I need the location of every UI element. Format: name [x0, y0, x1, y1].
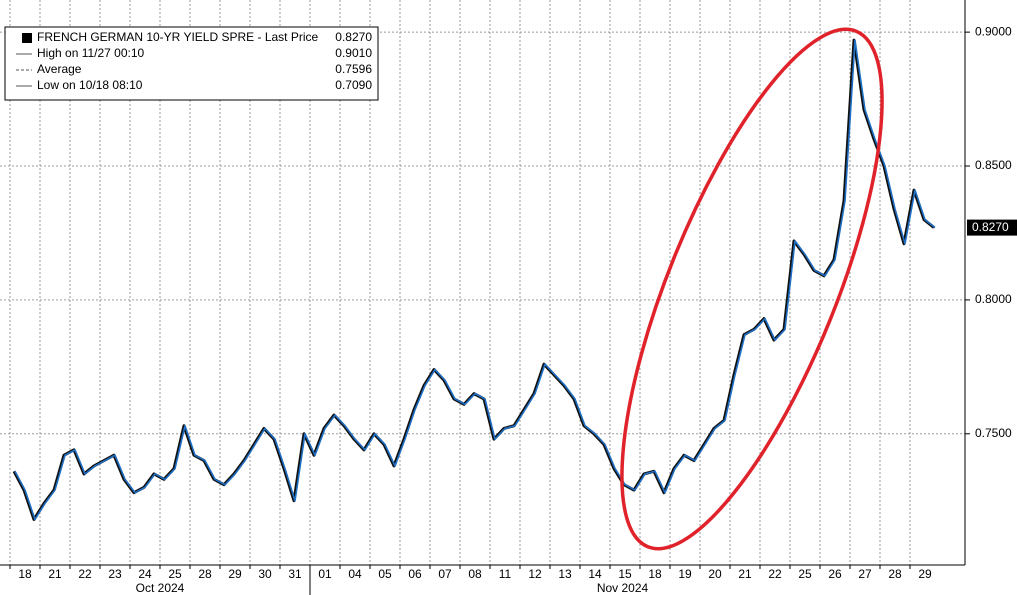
legend-label: Average — [37, 62, 82, 76]
legend-label: FRENCH GERMAN 10-YR YIELD SPRE - Last Pr… — [37, 30, 319, 44]
legend-value: 0.8270 — [335, 30, 372, 44]
legend-box — [4, 26, 379, 101]
last-price-tag — [967, 219, 1017, 236]
x-tick-label: 04 — [348, 567, 362, 581]
legend: FRENCH GERMAN 10-YR YIELD SPRE - Last Pr… — [4, 26, 379, 101]
x-tick-label: 29 — [918, 567, 932, 581]
x-tick-label: 05 — [378, 567, 392, 581]
x-tick-label: 28 — [888, 567, 902, 581]
legend-swatch — [22, 33, 32, 43]
x-tick-label: 23 — [108, 567, 122, 581]
legend-value: 0.9010 — [335, 46, 372, 60]
highlight-ellipse — [620, 27, 884, 551]
x-tick-label: 21 — [738, 567, 752, 581]
x-tick-label: 30 — [258, 567, 272, 581]
legend-value: 0.7596 — [335, 62, 372, 76]
last-price-label: 0.8270 — [972, 220, 1009, 234]
x-tick-label: 19 — [678, 567, 692, 581]
y-tick-label: 0.8500 — [975, 158, 1012, 172]
x-tick-label: 08 — [468, 567, 482, 581]
month-label: Oct 2024 — [136, 581, 185, 595]
x-tick-label: 18 — [648, 567, 662, 581]
x-tick-label: 22 — [768, 567, 782, 581]
x-tick-label: 27 — [858, 567, 872, 581]
legend-label: Low on 10/18 08:10 — [37, 78, 143, 92]
series-line — [14, 39, 936, 521]
x-tick-label: 20 — [708, 567, 722, 581]
y-tick-label: 0.7500 — [975, 426, 1012, 440]
x-tick-label: 24 — [138, 567, 152, 581]
x-tick-label: 18 — [18, 567, 32, 581]
x-tick-label: 26 — [828, 567, 842, 581]
legend-value: 0.7090 — [335, 78, 372, 92]
x-tick-label: 15 — [618, 567, 632, 581]
y-tick-label: 0.8000 — [975, 292, 1012, 306]
x-tick-label: 01 — [318, 567, 332, 581]
x-tick-label: 12 — [528, 567, 542, 581]
x-tick-label: 29 — [228, 567, 242, 581]
x-tick-label: 31 — [288, 567, 302, 581]
x-tick-label: 25 — [168, 567, 182, 581]
x-tick-label: 14 — [588, 567, 602, 581]
x-tick-label: 22 — [78, 567, 92, 581]
legend-label: High on 11/27 00:10 — [37, 46, 145, 60]
x-tick-label: 28 — [198, 567, 212, 581]
y-tick-label: 0.9000 — [975, 24, 1012, 38]
line-layer — [12, 38, 936, 521]
month-label: Nov 2024 — [597, 581, 649, 595]
x-tick-label: 25 — [798, 567, 812, 581]
x-tick-label: 06 — [408, 567, 422, 581]
x-tick-label: 07 — [438, 567, 452, 581]
x-tick-label: 11 — [499, 567, 512, 581]
axis-layer: 0.7500 0.8000 0.8500 0.9000 18 21 22 23 24 25 28 29… — [9, 24, 1017, 595]
x-tick-label: 13 — [558, 567, 572, 581]
x-tick-label: 21 — [48, 567, 62, 581]
